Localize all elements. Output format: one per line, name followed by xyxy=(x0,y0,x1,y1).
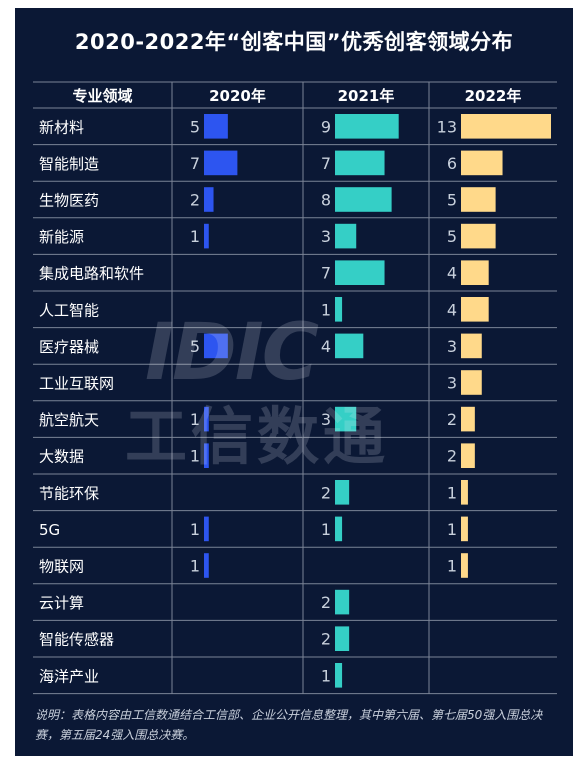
value-label: 8 xyxy=(321,191,331,210)
value-label: 2 xyxy=(321,483,331,502)
value-label: 1 xyxy=(321,520,331,539)
bar-3 xyxy=(461,333,482,359)
bar-1 xyxy=(204,114,228,139)
category-label: 云计算 xyxy=(39,594,84,612)
bar-2 xyxy=(335,260,385,285)
category-label: 物联网 xyxy=(39,558,84,576)
category-label: 智能传感器 xyxy=(39,631,114,649)
bar-3 xyxy=(461,370,482,395)
category-label: 海洋产业 xyxy=(39,667,99,685)
series-header-3: 2022年 xyxy=(465,87,522,105)
category-label: 智能制造 xyxy=(39,155,99,173)
value-label: 5 xyxy=(190,337,200,356)
bar-1 xyxy=(204,553,209,578)
value-label: 1 xyxy=(190,557,200,576)
value-label: 2 xyxy=(321,630,331,649)
value-label: 13 xyxy=(437,117,457,136)
value-label: 3 xyxy=(447,374,457,393)
category-label: 新能源 xyxy=(39,228,84,246)
category-label: 大数据 xyxy=(39,448,84,466)
bar-3 xyxy=(461,443,475,468)
bar-2 xyxy=(335,516,343,542)
bar-3 xyxy=(461,260,489,285)
bar-3 xyxy=(461,480,468,505)
value-label: 1 xyxy=(447,520,457,539)
series-header-2: 2021年 xyxy=(338,87,395,105)
chart-title: 2020-2022年“创客中国”优秀创客领域分布 xyxy=(74,30,514,54)
value-label: 1 xyxy=(447,557,457,576)
value-label: 3 xyxy=(447,337,457,356)
category-label: 生物医药 xyxy=(39,192,99,210)
value-label: 5 xyxy=(190,117,200,136)
chart-frame: 2020-2022年“创客中国”优秀创客领域分布 专业领域 2020年 2021年 2… xyxy=(15,8,573,756)
value-label: 2 xyxy=(447,410,457,429)
bar-2 xyxy=(335,297,343,322)
bar-3 xyxy=(461,187,496,212)
bar-2 xyxy=(335,187,392,212)
bar-1 xyxy=(204,406,209,432)
bar-3 xyxy=(461,150,503,176)
value-label: 5 xyxy=(447,191,457,210)
bar-1 xyxy=(204,150,238,176)
bar-1 xyxy=(204,187,214,212)
bar-3 xyxy=(461,516,468,542)
category-label: 新材料 xyxy=(39,118,84,136)
value-label: 1 xyxy=(190,410,200,429)
value-label: 6 xyxy=(447,154,457,173)
value-label: 2 xyxy=(447,447,457,466)
value-label: 7 xyxy=(190,154,200,173)
bar-3 xyxy=(461,553,468,578)
value-label: 1 xyxy=(321,666,331,685)
value-label: 7 xyxy=(321,264,331,283)
category-label: 集成电路和软件 xyxy=(39,265,144,283)
footnote: 说明：表格内容由工信数通结合工信部、企业公开信息整理，其中第六届、第七届50强入… xyxy=(35,708,543,742)
bar-2 xyxy=(335,589,350,615)
category-label: 航空航天 xyxy=(39,411,99,429)
bar-1 xyxy=(204,443,209,468)
bar-3 xyxy=(461,223,496,249)
bar-1 xyxy=(204,333,228,359)
bar-2 xyxy=(335,114,399,139)
bar-3 xyxy=(461,297,489,322)
bar-2 xyxy=(335,663,343,688)
value-label: 2 xyxy=(190,191,200,210)
value-label: 1 xyxy=(321,300,331,319)
bar-3 xyxy=(461,406,475,432)
value-label: 1 xyxy=(190,520,200,539)
value-label: 1 xyxy=(447,483,457,502)
value-label: 3 xyxy=(321,227,331,246)
value-label: 5 xyxy=(447,227,457,246)
value-label: 4 xyxy=(447,300,457,319)
bar-3 xyxy=(461,114,551,139)
value-label: 3 xyxy=(321,410,331,429)
bar-2 xyxy=(335,223,357,249)
category-label: 5G xyxy=(39,521,60,539)
series-header-1: 2020年 xyxy=(209,87,266,105)
bar-1 xyxy=(204,516,209,542)
value-label: 4 xyxy=(447,264,457,283)
bar-2 xyxy=(335,333,364,359)
header-label: 专业领域 xyxy=(72,87,132,105)
value-label: 9 xyxy=(321,117,331,136)
bar-2 xyxy=(335,150,385,176)
value-label: 7 xyxy=(321,154,331,173)
value-label: 4 xyxy=(321,337,331,356)
category-label: 节能环保 xyxy=(39,484,99,502)
value-label: 2 xyxy=(321,593,331,612)
category-label: 医疗器械 xyxy=(39,338,99,356)
value-label: 1 xyxy=(190,227,200,246)
category-label: 工业互联网 xyxy=(39,375,114,393)
bar-2 xyxy=(335,626,350,651)
bar-1 xyxy=(204,223,209,249)
bar-2 xyxy=(335,406,357,432)
category-label: 人工智能 xyxy=(39,301,99,319)
bar-2 xyxy=(335,480,350,505)
value-label: 1 xyxy=(190,447,200,466)
